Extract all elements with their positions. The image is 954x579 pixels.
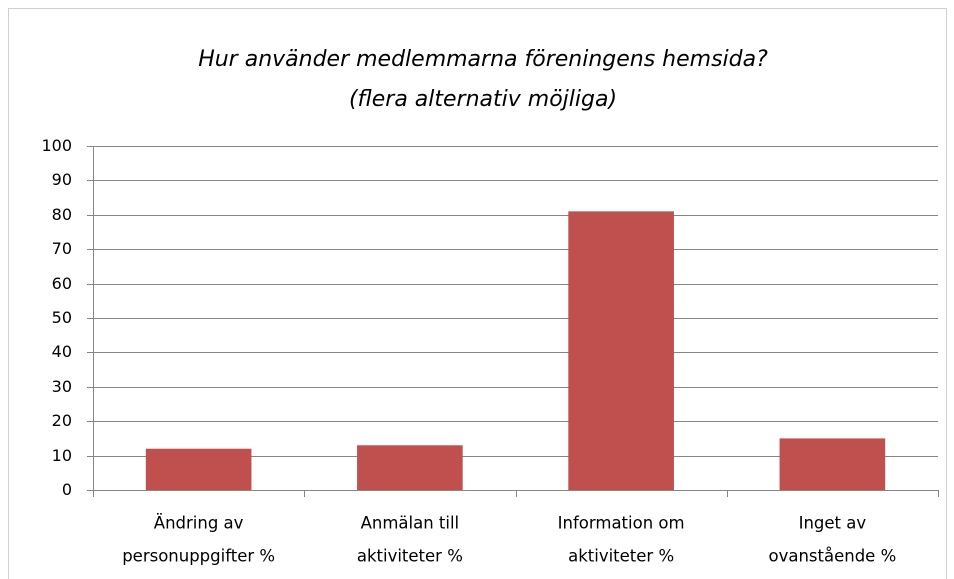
y-tick-label: 0 <box>62 480 72 499</box>
y-tick-label: 90 <box>52 170 72 189</box>
y-tick-label: 40 <box>52 342 72 361</box>
x-tick-label: Inget av <box>799 514 867 533</box>
x-tick-label: Ändring av <box>154 514 244 533</box>
bar <box>779 438 886 490</box>
bar <box>145 448 252 490</box>
y-tick-label: 100 <box>41 136 72 155</box>
y-tick-label: 10 <box>52 446 72 465</box>
y-tick-label: 50 <box>52 308 72 327</box>
y-tick-label: 70 <box>52 239 72 258</box>
x-tick-label: Information om <box>558 514 685 533</box>
x-tick-label: Anmälan till <box>361 514 460 533</box>
x-tick-label: aktiviteter % <box>357 547 463 566</box>
x-tick-label: aktiviteter % <box>568 547 674 566</box>
x-tick-label: personuppgifter % <box>122 547 275 566</box>
bar <box>357 445 463 490</box>
y-tick-label: 80 <box>52 205 72 224</box>
chart-subtitle: (flera alternativ möjliga) <box>349 87 617 112</box>
bar <box>568 211 674 491</box>
y-tick-label: 30 <box>52 377 72 396</box>
y-tick-label: 60 <box>52 274 72 293</box>
chart-title: Hur använder medlemmarna föreningens hem… <box>198 47 768 72</box>
x-tick-label: ovanstående % <box>768 547 896 566</box>
y-tick-label: 20 <box>52 411 72 430</box>
